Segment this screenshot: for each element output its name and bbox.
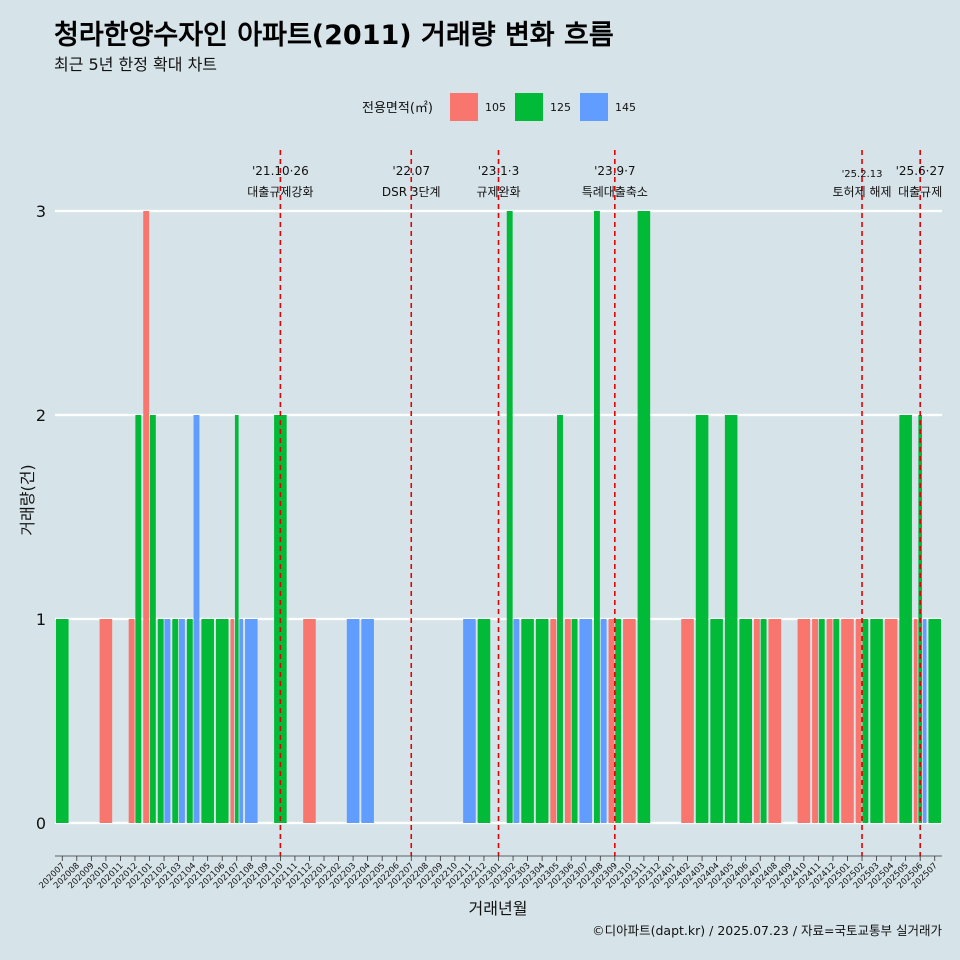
y-axis-label: 거래량(건) [18,464,37,535]
x-axis: 2020072020082020092020102020112020122021… [37,855,942,891]
legend-label-145: 145 [615,101,636,114]
bar-202503-125 [870,619,883,823]
bar-202012-125 [135,415,142,823]
bars [55,211,942,823]
bar-202504-105 [884,619,898,823]
bar-202412-105 [826,619,833,823]
chart-title: 청라한양수자인 아파트(2011) 거래량 변화 흐름 [54,20,614,51]
bar-202309-105 [608,619,615,823]
bar-202308-145 [600,619,607,823]
chart-subtitle: 최근 5년 한정 확대 차트 [54,55,217,74]
bar-202012-105 [128,619,135,823]
bar-202112-105 [303,619,316,823]
bar-202408-105 [768,619,782,823]
event-label-202301: 규제완화 [476,185,520,199]
bar-202501-105 [841,619,854,823]
bar-202305-125 [557,415,563,823]
bar-202107-125 [234,415,239,823]
bar-202107-145 [239,619,244,823]
chart-caption: ©디아파트(dapt.kr) / 2025.07.23 / 자료=국토교통부 실… [592,923,942,938]
y-tick-label: 0 [36,814,46,833]
bar-202103-125 [172,619,179,823]
bar-202007-125 [55,619,69,823]
bar-202403-125 [695,415,709,823]
y-tick-label: 1 [36,610,46,629]
bar-202411-105 [812,619,819,823]
event-label-202309: 특례대출축소 [582,185,648,199]
event-label-202502: 토허제 해제 [833,185,892,199]
legend-swatch-105 [450,93,478,121]
bar-202407-125 [760,619,767,823]
bar-202302-145 [513,619,520,823]
bar-202106-125 [215,619,229,823]
y-axis: 0 1 2 3 [36,202,46,833]
bar-202407-105 [753,619,760,823]
bar-202010-105 [99,619,113,823]
y-tick-label: 3 [36,202,46,221]
event-label-202207: DSR 3단계 [382,185,441,199]
bar-202406-125 [739,619,752,823]
event-markers: '21.10·26 대출규제강화 '22.07 DSR 3단계 '23.1·3 규제완화 '… [247,150,945,856]
bar-202506-105 [913,619,918,823]
event-label-202110: 대출규제강화 [247,185,313,199]
bar-202411-125 [818,619,825,823]
legend-swatch-125 [515,93,543,121]
bar-202108-145 [245,619,258,823]
bar-202203-145 [346,619,360,823]
bar-202102-125 [157,619,164,823]
event-date-202502: '25.2.13 [842,169,883,180]
event-date-202309: '23.9·7 [594,164,635,178]
legend-title: 전용면적(㎡) [362,101,433,116]
event-date-202110: '21.10·26 [252,164,309,178]
bar-202304-125 [535,619,549,823]
bar-202102-145 [164,619,171,823]
bar-202308-125 [593,211,600,823]
bar-202306-125 [571,619,578,823]
bar-202101-105 [143,211,150,823]
bar-202310-105 [623,619,636,823]
bar-202104-145 [193,415,200,823]
x-axis-label: 거래년월 [469,899,528,918]
bar-202107-105 [230,619,235,823]
bar-202502-105 [855,619,862,823]
legend-label-105: 105 [485,101,506,114]
event-date-202301: '23.1·3 [478,164,519,178]
legend: 전용면적(㎡) 105 125 145 [362,93,636,121]
bar-202103-145 [178,619,185,823]
bar-202306-105 [564,619,571,823]
bar-202507-125 [928,619,942,823]
bar-202502-125 [862,619,869,823]
bar-202405-125 [724,415,738,823]
bar-202412-125 [833,619,840,823]
y-tick-label: 2 [36,406,46,425]
bar-202307-145 [579,619,593,823]
bar-202506-145 [922,619,927,823]
bar-202104-125 [186,619,193,823]
event-date-202506: '25.6·27 [896,164,945,178]
bar-202505-125 [899,415,912,823]
bar-202309-125 [615,619,622,823]
event-date-202207: '22.07 [392,164,430,178]
bar-202410-105 [797,619,811,823]
bar-202402-105 [681,619,694,823]
bar-202305-105 [550,619,557,823]
bar-202101-125 [149,415,156,823]
bar-202105-125 [201,619,214,823]
bar-202204-145 [361,619,374,823]
bar-202302-125 [506,211,513,823]
legend-swatch-145 [580,93,608,121]
bar-202311-125 [637,211,651,823]
bar-202212-125 [477,619,491,823]
bar-202404-125 [710,619,723,823]
event-label-202506: 대출규제 [898,185,942,199]
legend-label-125: 125 [550,101,571,114]
bar-202303-125 [521,619,534,823]
bar-202211-145 [463,619,476,823]
